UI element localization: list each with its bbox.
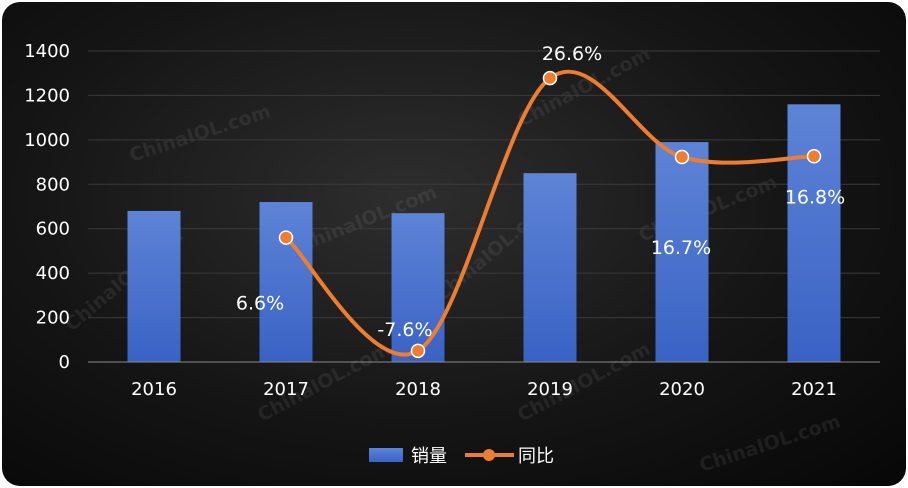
x-axis-ticks: 2016 2017 2018 2019 2020 2021 [131,379,837,400]
legend-swatch-bar [369,448,403,462]
yoy-point [410,343,426,359]
y-tick-label: 0 [59,352,70,373]
legend: 销量 同比 [369,446,554,467]
y-tick-label: 400 [36,263,70,284]
bar [259,202,313,362]
yoy-point [674,149,690,165]
yoy-label: 6.6% [236,293,284,315]
y-tick-label: 200 [36,308,70,329]
y-axis-ticks: 0 200 400 600 800 1000 1200 1400 [24,41,70,373]
yoy-point [542,70,558,86]
y-tick-label: 600 [36,219,70,240]
legend-label-bar: 销量 [411,446,447,467]
bar [127,210,181,362]
watermark-text: ChinaIOL.com [127,100,274,166]
y-tick-label: 1200 [24,85,70,106]
legend-label-line: 同比 [518,446,554,467]
bar [655,142,709,362]
bar [391,213,445,362]
bars [127,104,841,363]
grid-lines [88,50,880,319]
yoy-label: 16.8% [785,186,845,208]
bar [523,173,577,362]
yoy-point [806,149,822,164]
x-tick-label: 2019 [527,379,573,400]
y-tick-label: 1400 [24,41,70,62]
x-tick-label: 2021 [791,379,837,400]
yoy-line [284,69,816,357]
yoy-point [278,230,294,245]
yoy-label: 16.7% [651,237,711,259]
watermark-text: ChinaIOL.com [697,410,844,476]
x-tick-label: 2020 [659,379,705,400]
legend-swatch-point [483,449,495,461]
yoy-labels: 6.6% -7.6% 26.6% 16.7% 16.8% [236,43,845,341]
yoy-label: -7.6% [377,319,432,341]
y-tick-label: 800 [36,174,70,195]
yoy-label: 26.6% [542,43,602,65]
bar [787,104,841,363]
yoy-points [278,70,822,359]
y-tick-label: 1000 [24,130,70,151]
x-tick-label: 2018 [395,379,441,400]
x-tick-label: 2017 [263,379,309,400]
x-tick-label: 2016 [131,379,177,400]
